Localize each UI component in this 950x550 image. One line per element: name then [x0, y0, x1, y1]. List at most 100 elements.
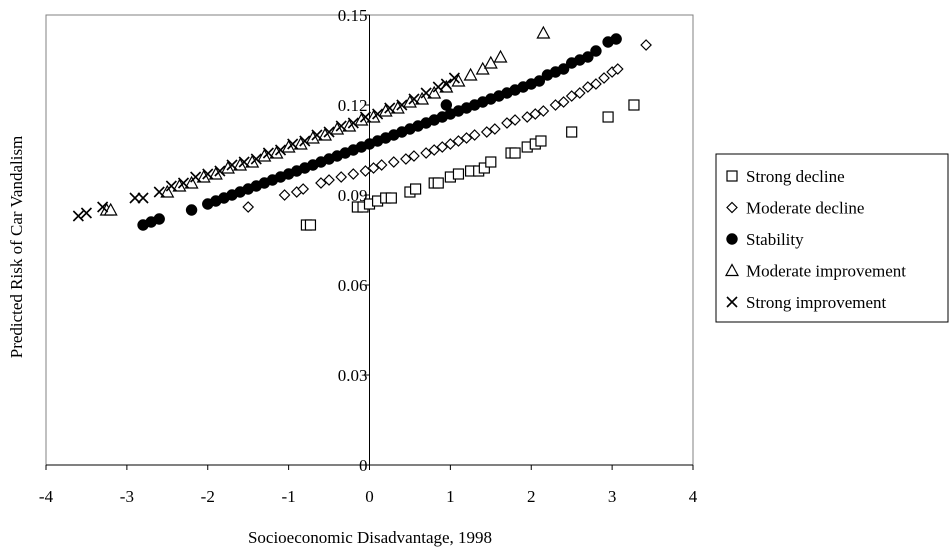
data-point — [582, 81, 594, 93]
data-point — [452, 135, 465, 147]
plot-area — [45, 14, 694, 470]
data-point — [233, 157, 248, 171]
y-tick-label: 0.06 — [338, 276, 368, 295]
data-point — [304, 219, 317, 231]
x-tick-label: 3 — [608, 487, 617, 506]
data-point — [566, 126, 578, 138]
data-point — [440, 78, 452, 90]
data-point — [535, 135, 547, 147]
data-point — [287, 138, 299, 150]
data-point — [293, 136, 308, 150]
tick-labels: -4 -3 -2 -1 0 1 2 3 4 0 0.03 0.06 0.09 0.12 0.15 — [39, 6, 698, 506]
data-point — [409, 183, 422, 195]
x-tick-label: -1 — [282, 487, 296, 506]
data-point — [640, 39, 652, 51]
data-point — [196, 169, 211, 183]
data-point — [278, 189, 291, 201]
y-tick-label: 0.09 — [338, 186, 368, 205]
data-point — [420, 147, 432, 159]
data-point — [160, 184, 175, 198]
data-point — [257, 148, 272, 162]
data-point — [129, 192, 141, 204]
legend-marker — [724, 263, 740, 277]
data-point — [598, 72, 610, 84]
data-point — [311, 129, 323, 141]
data-point — [427, 85, 442, 99]
x-tick-label: 4 — [689, 487, 698, 506]
data-point — [103, 202, 118, 216]
data-point — [533, 75, 546, 87]
data-point — [448, 72, 460, 84]
x-axis-title: Socioeconomic Disadvantage, 1998 — [248, 528, 492, 547]
x-tick-label: 2 — [527, 487, 536, 506]
data-point — [347, 117, 359, 129]
data-point — [565, 90, 578, 102]
data-point — [463, 67, 478, 81]
data-point — [305, 130, 320, 144]
series-strong-improvement — [72, 72, 460, 222]
data-point — [521, 111, 534, 123]
data-point — [245, 154, 260, 168]
x-tick-label: -2 — [201, 487, 215, 506]
data-point — [384, 102, 396, 114]
legend-box — [715, 153, 949, 323]
data-point — [153, 213, 165, 225]
data-point — [202, 168, 214, 180]
data-point — [347, 168, 360, 180]
data-point — [590, 78, 602, 90]
data-point — [557, 96, 570, 108]
data-point — [323, 126, 335, 138]
data-point — [396, 99, 408, 111]
data-point — [359, 165, 372, 177]
legend-marker — [726, 201, 738, 214]
data-point — [323, 174, 335, 186]
y-tick-label: 0 — [359, 456, 368, 475]
legend-marker — [726, 296, 738, 308]
data-point — [611, 63, 624, 75]
data-point — [485, 156, 497, 168]
data-point — [537, 105, 550, 117]
y-tick-label: 0.12 — [338, 96, 368, 115]
data-point — [529, 108, 542, 120]
y-tick-label: 0.03 — [338, 366, 368, 385]
data-point — [172, 178, 187, 192]
data-point — [557, 63, 570, 75]
data-point — [153, 186, 165, 198]
data-point — [415, 91, 430, 105]
data-point — [299, 135, 311, 147]
legend: Strong decline Moderate decline Stability M… — [715, 153, 949, 323]
data-point — [420, 87, 432, 99]
legend-label: Stability — [746, 230, 804, 249]
legend-marker — [726, 170, 738, 182]
legend-label: Strong improvement — [746, 293, 887, 312]
data-point — [335, 120, 347, 132]
data-point — [242, 201, 255, 213]
data-point — [402, 94, 417, 108]
data-point — [509, 114, 521, 126]
x-tick-label: 0 — [365, 487, 374, 506]
data-point — [444, 138, 457, 150]
data-point — [97, 201, 109, 213]
data-point — [375, 159, 388, 171]
data-point — [184, 175, 199, 189]
data-point — [208, 166, 223, 180]
data-point — [226, 159, 238, 171]
legend-marker — [726, 233, 738, 245]
data-point — [220, 160, 235, 174]
data-point — [590, 45, 602, 57]
data-point — [385, 192, 397, 204]
y-tick-label: 0.15 — [338, 6, 368, 25]
data-point — [367, 162, 380, 174]
data-point — [359, 111, 372, 123]
x-tick-label: -3 — [120, 487, 134, 506]
series-strong-decline — [300, 99, 640, 231]
data-point — [387, 156, 400, 168]
data-point — [432, 81, 444, 93]
data-point — [628, 99, 640, 111]
data-point — [372, 108, 384, 120]
data-point — [428, 144, 441, 156]
data-point — [318, 127, 333, 141]
data-point — [460, 132, 473, 144]
data-point — [269, 145, 284, 159]
series-moderate-improvement — [99, 25, 551, 216]
